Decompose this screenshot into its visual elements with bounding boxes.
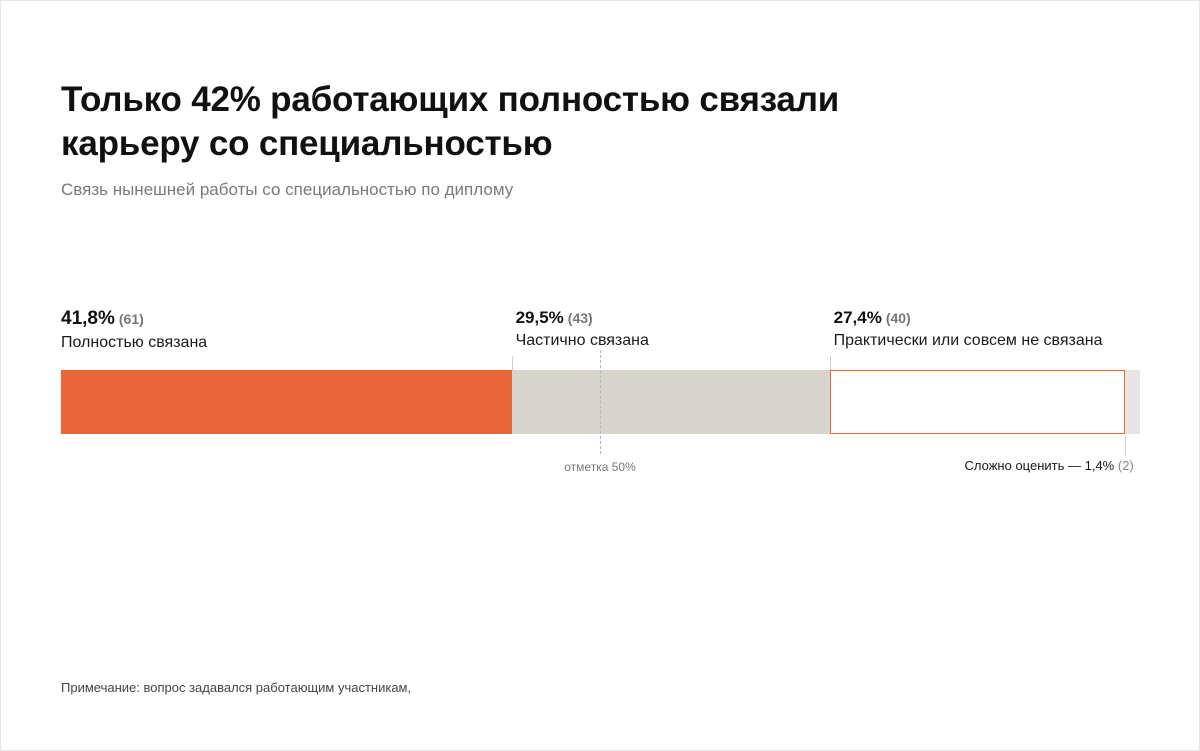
hard-to-say-count: (2) — [1117, 458, 1134, 473]
hard-to-say-label: Сложно оценить — 1,4% (2) — [965, 458, 1134, 473]
segment-percent: 41,8% — [61, 308, 115, 329]
hard-to-say-leader-line — [1124, 436, 1126, 456]
segment-count: (43) — [567, 310, 593, 326]
fifty-percent-marker-line — [600, 350, 601, 454]
bar-segment-3 — [829, 370, 1125, 434]
bar-segment-4 — [1124, 370, 1141, 434]
chart-title: Только 42% работающих полностью связали … — [61, 80, 840, 163]
fifty-percent-marker-label: отметка 50% — [564, 460, 636, 474]
segment-name: Частично связана — [515, 332, 649, 349]
segment-count: (40) — [885, 310, 911, 326]
chart-subtitle: Связь нынешней работы со специальностью … — [61, 180, 514, 199]
segment-tick-2 — [511, 356, 513, 370]
segment-tick-3 — [829, 356, 831, 370]
segment-label-2: 29,5% (43) Частично связана — [516, 308, 649, 350]
hard-to-say-text: Сложно оценить — 1,4% — [964, 458, 1118, 473]
bar-segment-2 — [511, 370, 830, 434]
segment-name: Практически или совсем не связана — [833, 332, 1103, 349]
segment-percent: 29,5% — [515, 308, 564, 327]
segment-percent: 27,4% — [833, 308, 882, 327]
segment-label-3: 27,4% (40) Практически или совсем не связа… — [834, 308, 1103, 350]
segment-name: Полностью связана — [61, 334, 208, 351]
bar-segment-1 — [61, 370, 512, 434]
segment-label-1: 41,8% (61) Полностью связана — [61, 308, 207, 352]
segment-count: (61) — [118, 311, 144, 327]
footnote: Примечание: вопрос задавался работающим … — [61, 680, 412, 695]
